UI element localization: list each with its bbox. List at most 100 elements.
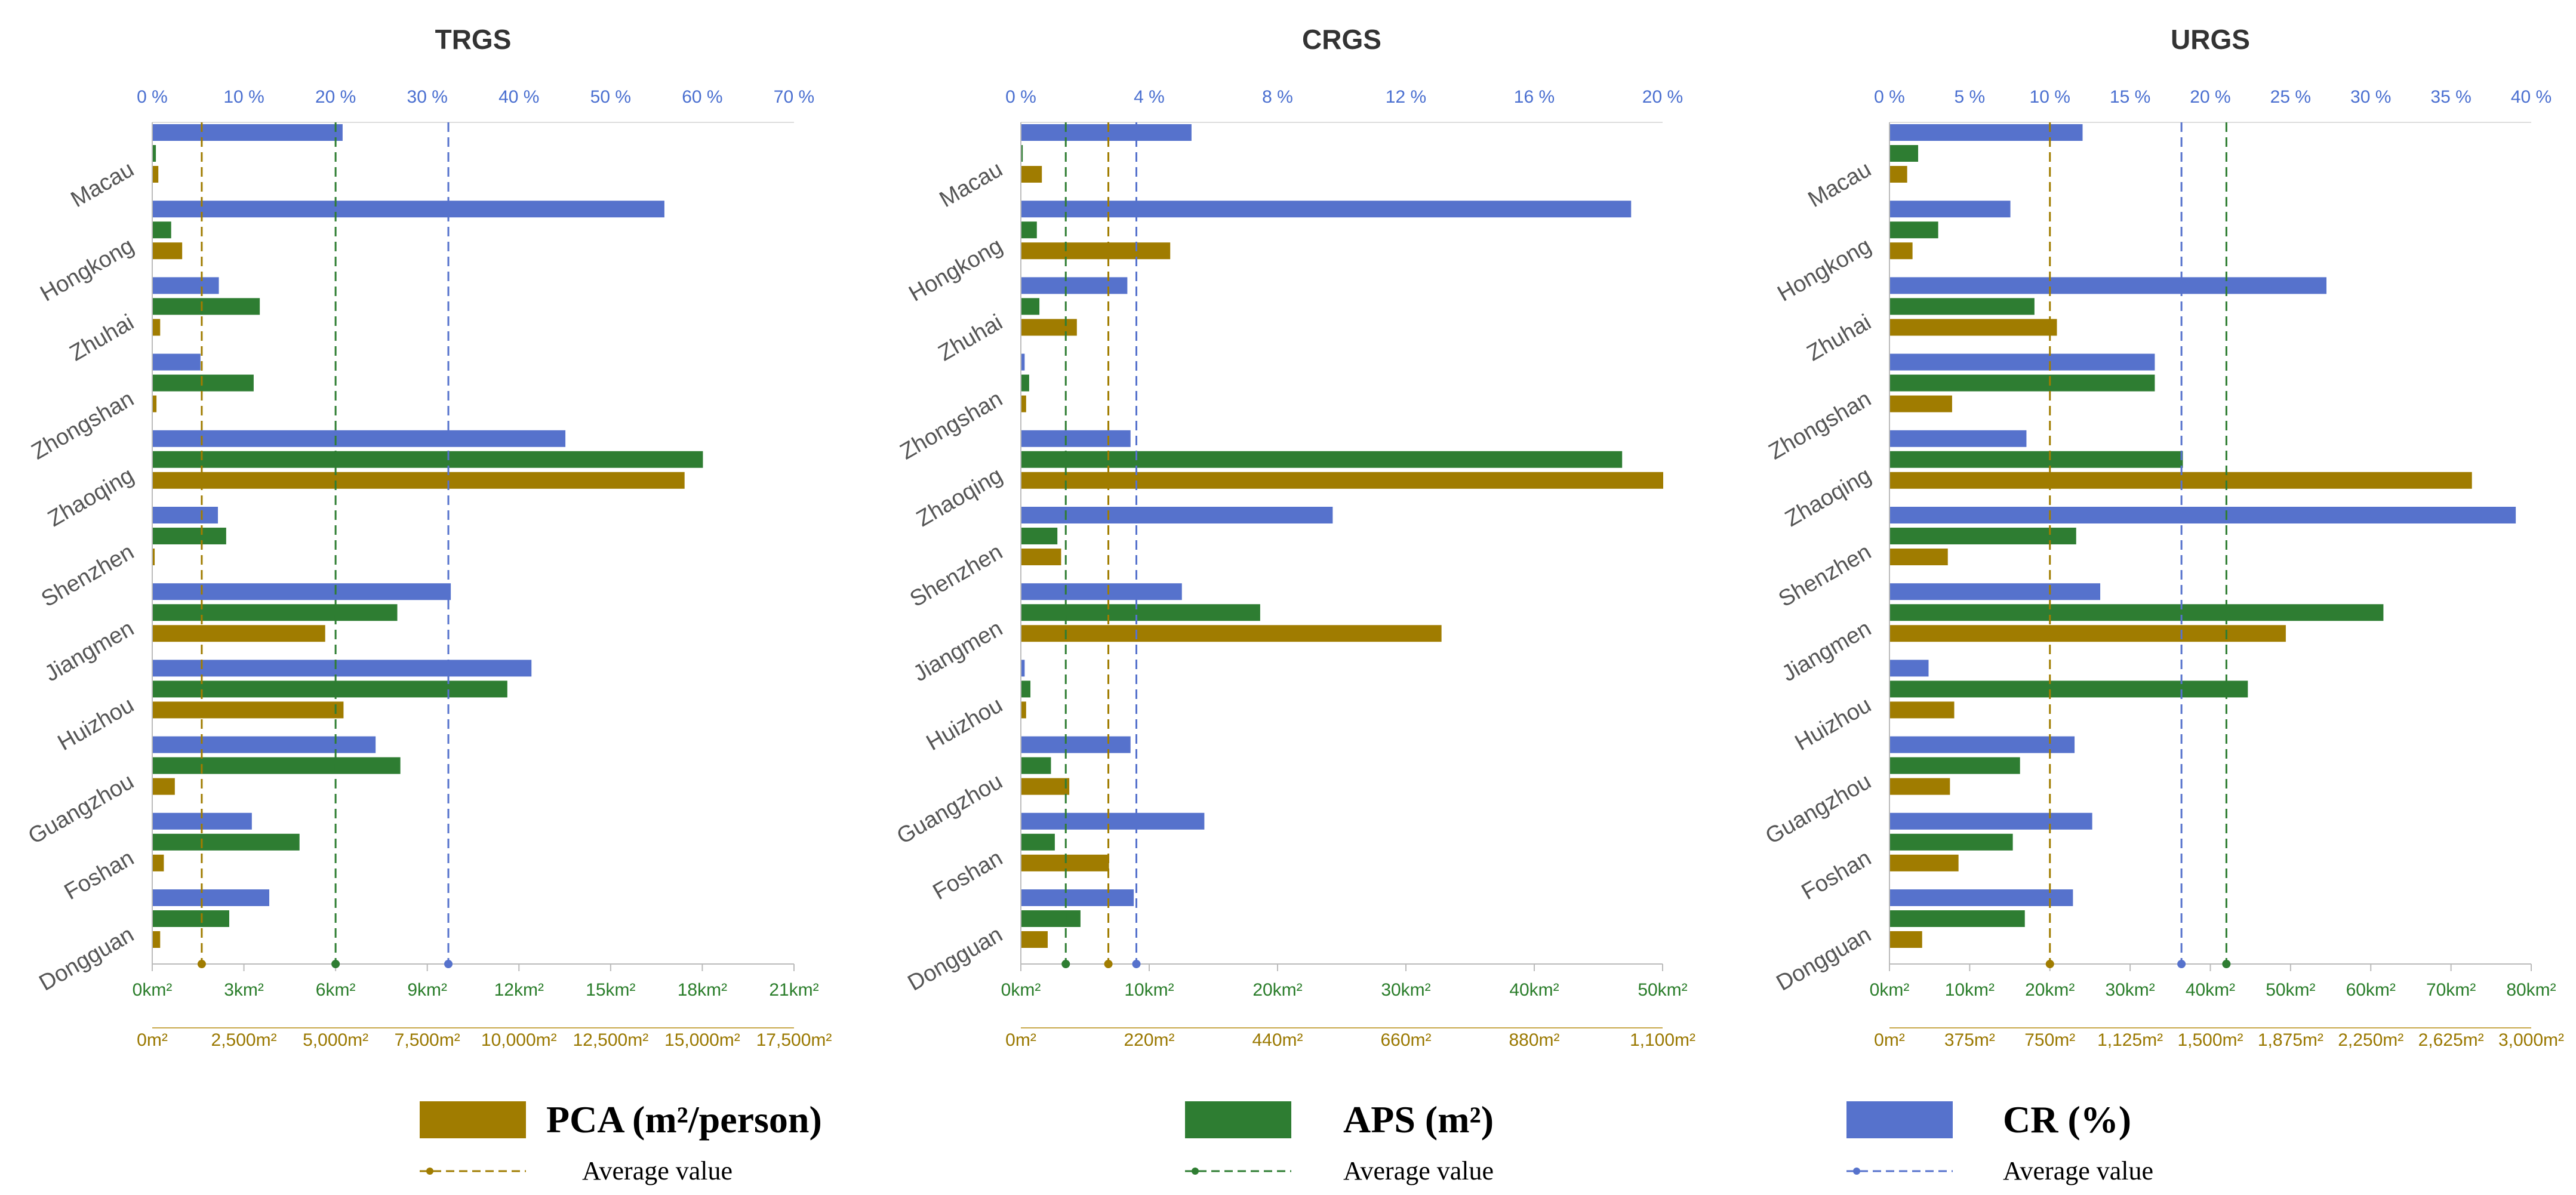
- category-label-foshan: Foshan: [60, 845, 139, 905]
- tick-label-cr: 10 %: [223, 87, 264, 107]
- bar-pca-zhaoqing: [1021, 472, 1663, 489]
- tick-label-aps: 30km²: [2105, 980, 2155, 1000]
- average-dot-pca: [1104, 960, 1113, 968]
- panel-trgs: TRGS 0 % 10 % 20 % 30 % 40 % 50 % 60 % 70 % 0km² 3…: [24, 24, 832, 1050]
- bar-pca-huizhou: [1021, 701, 1026, 719]
- bar-aps-guangzhou: [1890, 757, 2020, 774]
- bar-aps-guangzhou: [1021, 757, 1051, 774]
- bar-pca-hongkong: [1890, 242, 1913, 260]
- tick-label-pca: 0m²: [1874, 1030, 1905, 1050]
- bar-pca-zhongshan: [1021, 395, 1026, 412]
- bar-cr-guangzhou: [1021, 736, 1131, 753]
- tick-label-aps: 0km²: [1870, 980, 1910, 1000]
- bar-aps-jiangmen: [1890, 604, 2384, 621]
- bar-aps-dongguan: [153, 910, 229, 927]
- category-label-dongguan: Dongguan: [904, 922, 1007, 996]
- tick-label-pca: 440m²: [1252, 1030, 1303, 1050]
- average-dot-cr: [444, 960, 453, 968]
- average-dot-aps: [331, 960, 340, 968]
- bar-aps-jiangmen: [1021, 604, 1260, 621]
- category-label-shenzhen: Shenzhen: [1774, 540, 1875, 612]
- bar-cr-hongkong: [1890, 201, 2011, 218]
- bar-aps-huizhou: [1890, 680, 2248, 698]
- tick-label-cr: 30 %: [2350, 87, 2391, 107]
- tick-label-cr: 0 %: [1005, 87, 1036, 107]
- legend-pca-avg-label: Average value: [582, 1156, 733, 1185]
- bar-cr-huizhou: [153, 660, 532, 677]
- category-label-zhuhai: Zhuhai: [934, 310, 1007, 366]
- legend-aps-avg-label: Average value: [1343, 1156, 1494, 1185]
- category-label-hongkong: Hongkong: [904, 233, 1007, 307]
- tick-label-cr: 0 %: [1874, 87, 1905, 107]
- bar-pca-foshan: [153, 854, 164, 871]
- tick-label-aps: 70km²: [2426, 980, 2476, 1000]
- bar-pca-zhongshan: [153, 395, 157, 412]
- bar-cr-zhaoqing: [1890, 430, 2027, 447]
- bar-aps-hongkong: [1890, 221, 1938, 239]
- bar-pca-zhaoqing: [153, 472, 685, 489]
- legend-cr-avg-label: Average value: [2003, 1156, 2153, 1185]
- bar-aps-foshan: [153, 833, 300, 851]
- average-dot-aps: [2222, 960, 2231, 968]
- bar-cr-shenzhen: [1890, 507, 2516, 523]
- category-label-macau: Macau: [1804, 157, 1876, 212]
- tick-label-pca: 220m²: [1124, 1030, 1174, 1050]
- bar-pca-jiangmen: [1021, 625, 1442, 642]
- panel-urgs: URGS 0 % 5 % 10 % 15 % 20 % 25 % 30 % 35 % 40 % 0k…: [1761, 24, 2564, 1050]
- bar-cr-zhongshan: [1021, 353, 1025, 371]
- bar-pca-guangzhou: [1021, 778, 1070, 795]
- tick-label-pca: 2,500m²: [211, 1030, 277, 1050]
- bar-pca-zhuhai: [1890, 319, 2057, 336]
- category-label-zhuhai: Zhuhai: [1803, 310, 1876, 366]
- tick-label-aps: 40km²: [2186, 980, 2235, 1000]
- tick-label-cr: 60 %: [682, 87, 722, 107]
- tick-label-aps: 30km²: [1381, 980, 1430, 1000]
- tick-label-cr: 12 %: [1386, 87, 1426, 107]
- tick-label-pca: 1,125m²: [2097, 1030, 2163, 1050]
- category-label-macau: Macau: [935, 157, 1007, 212]
- bar-cr-zhaoqing: [1021, 430, 1131, 447]
- bar-aps-huizhou: [153, 680, 507, 698]
- tick-label-aps: 0km²: [133, 980, 173, 1000]
- bar-cr-dongguan: [1890, 889, 2073, 906]
- bar-pca-macau: [1021, 166, 1042, 183]
- bar-pca-dongguan: [1890, 931, 1922, 948]
- bar-pca-macau: [153, 166, 159, 183]
- tick-label-pca: 15,000m²: [664, 1030, 740, 1050]
- bar-aps-dongguan: [1890, 910, 2025, 927]
- tick-label-cr: 40 %: [2511, 87, 2552, 107]
- bar-pca-dongguan: [153, 931, 161, 948]
- tick-label-pca: 0m²: [1005, 1030, 1036, 1050]
- bar-aps-shenzhen: [1890, 528, 2076, 544]
- tick-label-aps: 80km²: [2506, 980, 2556, 1000]
- tick-label-aps: 60km²: [2346, 980, 2396, 1000]
- bar-pca-macau: [1890, 166, 1907, 183]
- bar-aps-huizhou: [1021, 680, 1031, 698]
- tick-label-pca: 1,100m²: [1630, 1030, 1695, 1050]
- bar-pca-jiangmen: [1890, 625, 2286, 642]
- bar-aps-zhongshan: [153, 374, 254, 392]
- tick-label-cr: 40 %: [498, 87, 539, 107]
- tick-label-pca: 10,000m²: [481, 1030, 557, 1050]
- average-dot-cr: [1132, 960, 1141, 968]
- tick-label-pca: 17,500m²: [756, 1030, 832, 1050]
- tick-label-cr: 20 %: [315, 87, 356, 107]
- tick-label-pca: 1,500m²: [2177, 1030, 2243, 1050]
- category-label-zhaoqing: Zhaoqing: [912, 463, 1007, 532]
- legend-pca-avg-dot: [426, 1168, 433, 1175]
- bar-aps-zhaoqing: [153, 451, 703, 468]
- tick-label-cr: 25 %: [2270, 87, 2311, 107]
- bar-pca-zhuhai: [153, 319, 161, 336]
- bar-cr-shenzhen: [1021, 507, 1333, 523]
- tick-label-pca: 0m²: [137, 1030, 168, 1050]
- bar-aps-zhaoqing: [1890, 451, 2183, 468]
- tick-label-pca: 750m²: [2024, 1030, 2075, 1050]
- tick-label-cr: 15 %: [2110, 87, 2150, 107]
- category-label-foshan: Foshan: [929, 845, 1007, 905]
- chart-title: URGS: [2171, 24, 2250, 55]
- tick-label-aps: 3km²: [224, 980, 264, 1000]
- panel-crgs: CRGS 0 % 4 % 8 % 12 % 16 % 20 % 0km² 10km² 20km² 3…: [892, 24, 1695, 1050]
- bar-cr-dongguan: [153, 889, 270, 906]
- tick-label-pca: 880m²: [1509, 1030, 1559, 1050]
- bar-aps-guangzhou: [153, 757, 401, 774]
